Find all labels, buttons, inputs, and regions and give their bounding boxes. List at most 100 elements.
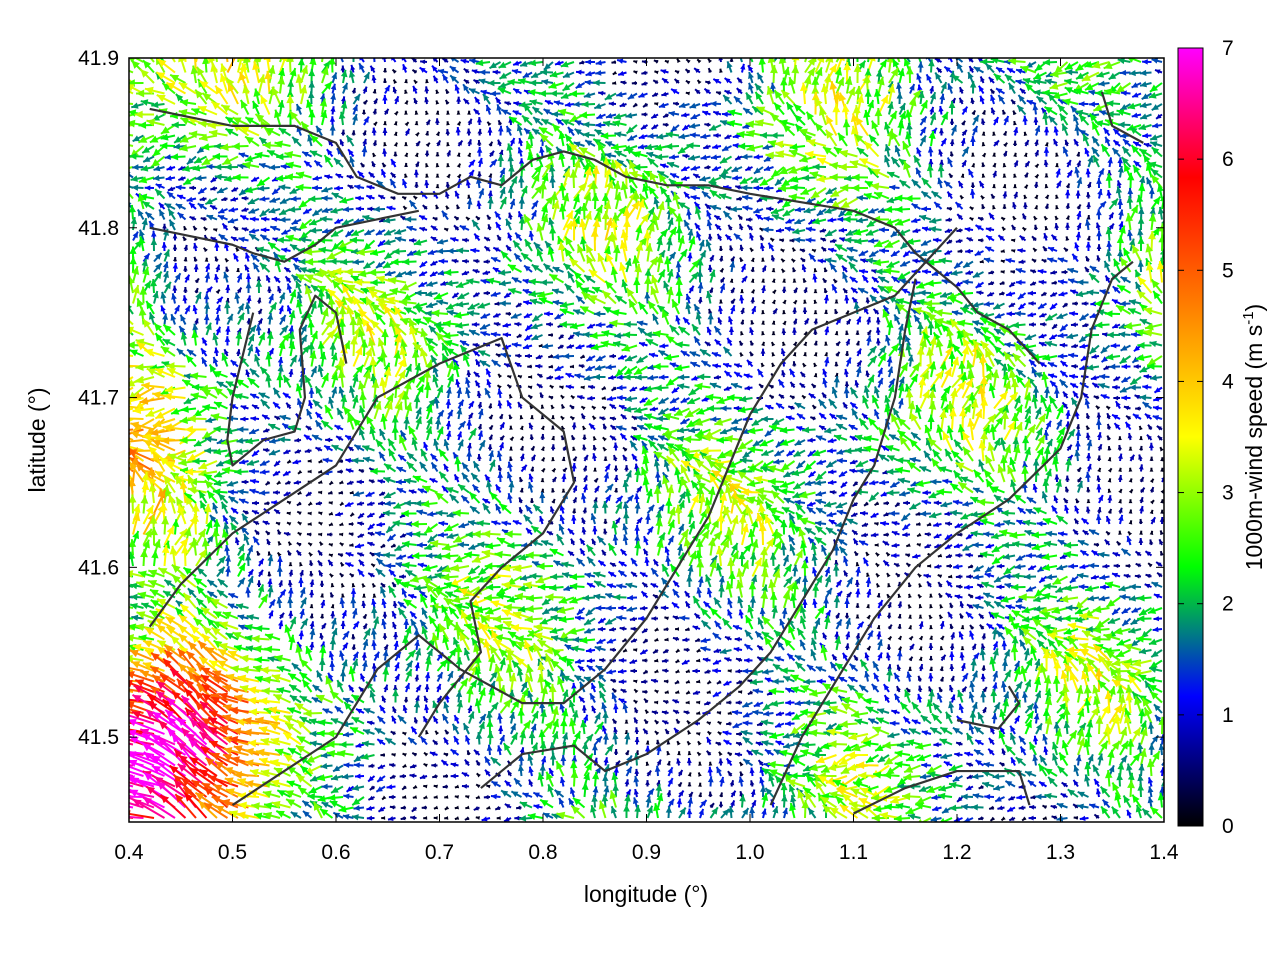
wind-vector-head [1120,90,1127,96]
wind-vector-head [183,287,188,292]
wind-vector-head [1076,160,1081,167]
wind-vector-head [445,99,450,105]
wind-vector-head [1036,96,1044,104]
wind-vector-head [309,48,316,56]
wind-vector-head [699,175,707,182]
wind-vector-head [245,273,252,279]
wind-vector-head [791,259,796,264]
wind-vector-head [445,129,451,135]
wind-vector-head [539,181,547,190]
wind-vector-head [532,129,540,136]
wind-vector-head [237,163,245,170]
wind-vector-head [499,300,506,307]
wind-vector-head [779,119,788,127]
wind-vector-head [1092,136,1099,144]
wind-vector-head [508,164,515,172]
wind-vector-head [492,69,499,75]
wind-vector-head [782,66,791,76]
wind-vector-head [138,121,147,129]
wind-vector-head [1133,165,1141,174]
wind-vector-head [917,61,924,68]
wind-vector-head [998,95,1005,102]
wind-vector-head [793,104,802,112]
wind-vector [340,58,344,63]
wind-vector-head [393,111,398,116]
wind-vector-head [489,90,497,97]
wind-vector-head [197,146,205,154]
wind-vector-head [700,133,707,140]
wind-vector-head [539,146,545,153]
wind-vector-head [665,142,673,150]
wind-vector-head [762,144,770,151]
wind-vector-head [775,178,782,186]
wind-vector-head [483,290,489,296]
wind-vector-head [859,158,869,166]
wind-vector-head [204,257,209,262]
wind-vector-head [203,302,211,310]
wind-vector-head [240,62,249,72]
wind-vector-head [993,117,999,124]
wind-vector-head [616,91,623,98]
wind-vector-head [1079,129,1086,136]
wind-vector-head [224,163,232,171]
wind-vector-head [815,67,823,77]
wind-vector-head [1127,187,1134,195]
wind-vector-head [791,65,800,74]
wind-vector-head [231,142,240,151]
wind-vector-head [585,59,592,65]
wind-vector-head [180,117,190,125]
wind-vector-head [675,70,680,75]
wind-vector-head [695,89,701,95]
wind-vector-head [438,258,445,265]
wind-vector-head [284,150,294,159]
wind-vector [888,58,892,73]
wind-vector-head [183,177,192,185]
wind-vector-head [225,284,231,291]
wind-vector [383,58,386,63]
wind-vector-head [257,185,265,192]
wind-vector-head [404,110,408,115]
wind-vector-head [612,120,621,127]
wind-vector-head [192,164,201,172]
wind-vector-head [290,195,297,202]
wind-vector-head [179,135,189,143]
wind-vector-head [864,68,872,76]
wind-vector-head [424,97,429,103]
wind-vector-head [467,110,471,115]
wind-vector-head [473,79,479,85]
wind-vector-head [774,102,782,111]
wind-vector-head [414,121,419,126]
wind-vector-head [980,58,988,66]
wind-vector-head [705,239,712,247]
wind-vector-head [885,51,891,58]
wind-vector-head [1140,81,1148,88]
wind-vector [949,58,953,63]
wind-vector-head [193,256,198,262]
wind-vector-head [450,58,456,62]
wind-vector-head [201,143,210,151]
wind-vector-head [384,85,390,92]
wind-vector-head [179,144,188,152]
wind-vector-head [887,84,896,93]
wind-vector-head [286,89,294,97]
wind-vector-head [829,81,838,90]
wind-vector-head [346,174,352,180]
wind-vector-head [1099,110,1107,116]
wind-vector-head [724,134,731,139]
wind-vector-head [1139,149,1148,156]
wind-vector-head [980,76,985,82]
wind-vector-head [583,92,591,98]
wind-vector-head [1065,222,1070,228]
wind-vector-head [1079,114,1087,123]
wind-vector-head [600,132,609,140]
wind-vector-head [763,165,771,172]
wind-vector-head [237,45,245,54]
wind-vector-head [549,226,557,234]
wind-vector-head [549,70,558,78]
wind-vector-head [781,286,787,292]
wind-vector-head [1117,249,1124,257]
wind-vector-head [1002,226,1007,232]
wind-vector-head [171,121,179,129]
wind-vector-head [802,174,810,182]
wind-vector-head [766,86,775,96]
